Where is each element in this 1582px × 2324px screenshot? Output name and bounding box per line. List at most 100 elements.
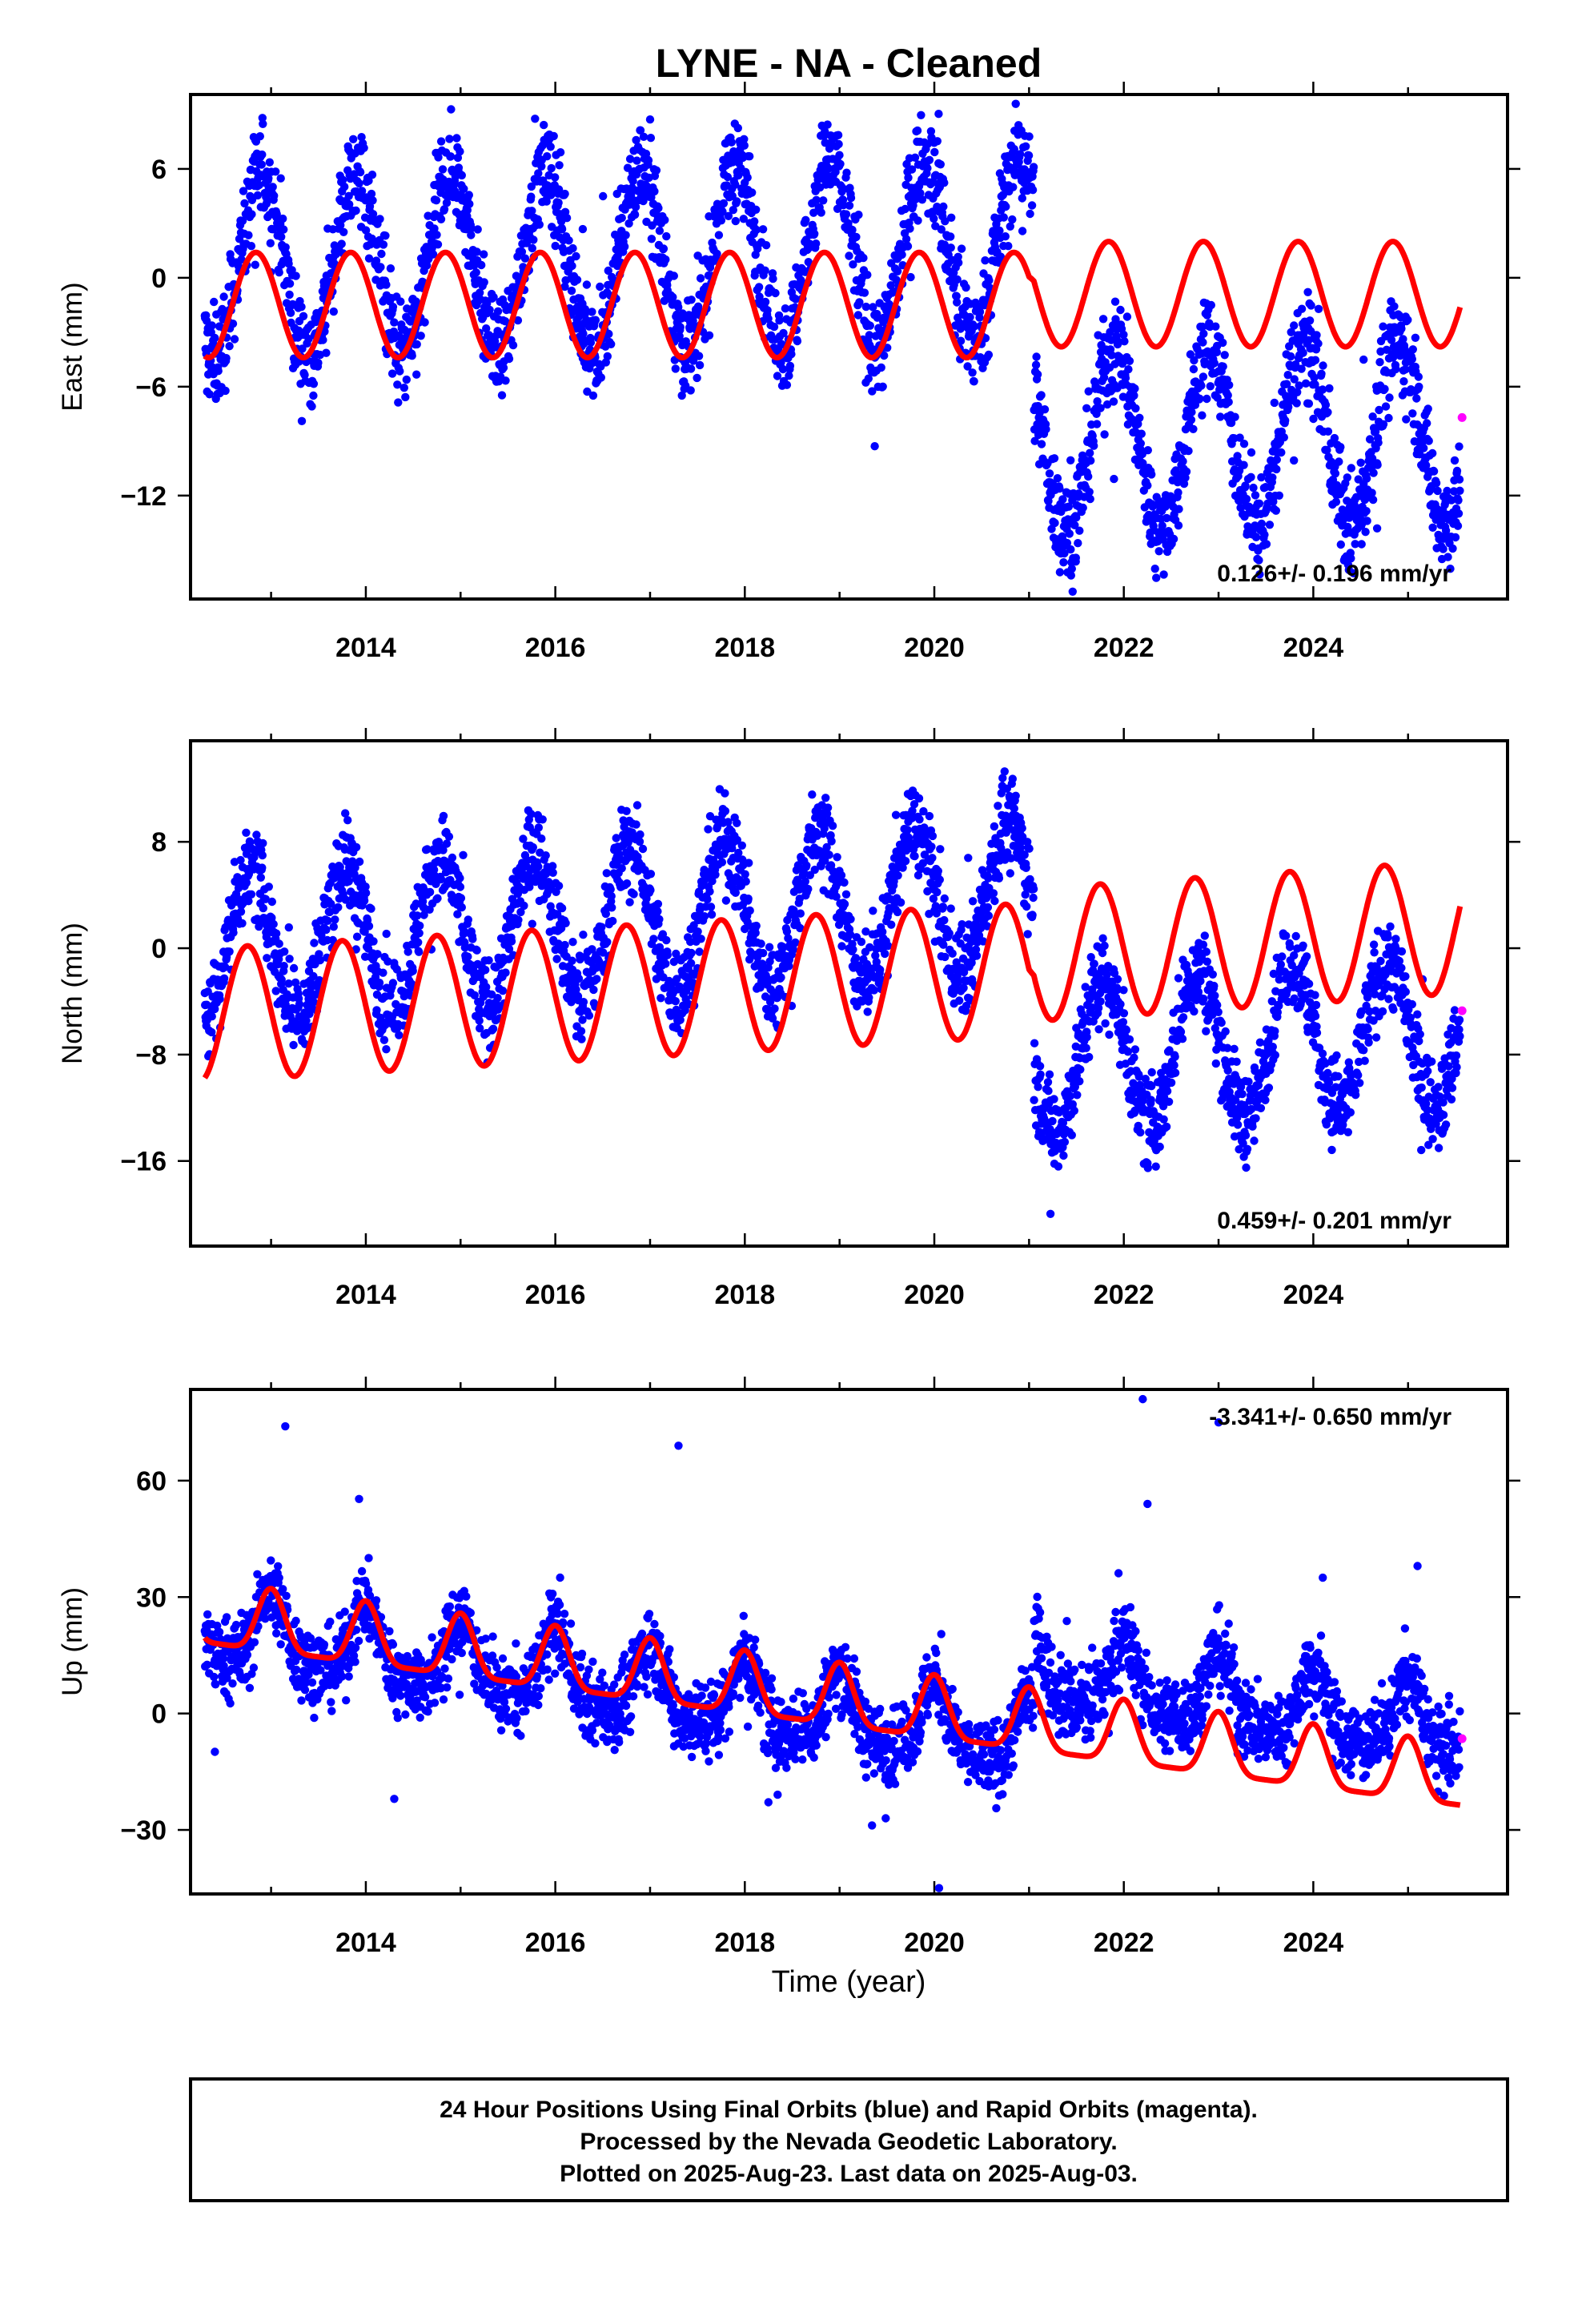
final-orbit-point — [520, 901, 528, 911]
final-orbit-point — [501, 376, 510, 385]
final-orbit-point — [959, 983, 968, 992]
final-orbit-point — [771, 288, 780, 298]
final-orbit-point — [1325, 384, 1334, 393]
final-orbit-point — [247, 890, 256, 899]
final-orbit-point — [763, 306, 772, 315]
final-orbit-point — [1375, 358, 1384, 367]
final-orbit-point — [917, 111, 926, 119]
final-orbit-point — [364, 176, 373, 185]
final-orbit-point — [1390, 302, 1399, 311]
final-orbit-point — [475, 1016, 484, 1025]
final-orbit-point — [745, 858, 753, 867]
final-orbit-point — [1186, 416, 1196, 424]
final-orbit-point — [311, 314, 319, 323]
final-orbit-point — [934, 866, 943, 876]
final-orbit-point — [1359, 355, 1368, 364]
final-orbit-point — [493, 307, 503, 316]
final-orbit-point — [1357, 540, 1366, 549]
final-orbit-point — [339, 227, 348, 236]
final-orbit-point — [740, 141, 749, 150]
final-orbit-point — [621, 231, 630, 239]
final-orbit-point — [1239, 460, 1248, 469]
final-orbit-point — [869, 986, 879, 995]
final-orbit-point — [361, 888, 371, 898]
final-orbit-point — [1023, 930, 1032, 939]
final-orbit-point — [355, 179, 363, 188]
final-orbit-point — [1206, 382, 1215, 391]
final-orbit-point — [355, 167, 365, 177]
final-orbit-point — [1086, 448, 1094, 457]
final-orbit-point — [625, 898, 634, 907]
final-orbit-point — [1025, 844, 1034, 853]
final-orbit-point — [1062, 538, 1072, 548]
final-orbit-point — [1018, 824, 1026, 833]
x-tick-label: 2024 — [1283, 1280, 1344, 1310]
final-orbit-point — [1411, 333, 1420, 342]
final-orbit-point — [480, 250, 488, 259]
final-orbit-point — [383, 957, 392, 966]
final-orbit-point — [497, 391, 507, 400]
final-orbit-point — [842, 168, 851, 177]
final-orbit-point — [901, 204, 909, 214]
final-orbit-point — [1070, 521, 1079, 529]
final-orbit-point — [258, 150, 267, 159]
final-orbit-point — [1030, 1096, 1038, 1104]
final-orbit-point — [359, 896, 369, 906]
final-orbit-point — [948, 949, 957, 958]
final-orbit-point — [253, 191, 263, 200]
x-tick-label: 2018 — [714, 633, 775, 663]
final-orbit-point — [1075, 526, 1084, 535]
final-orbit-point — [1016, 150, 1025, 159]
final-orbit-point — [1174, 521, 1183, 530]
final-orbit-point — [1066, 456, 1075, 464]
final-orbit-point — [1008, 215, 1017, 224]
final-orbit-point — [968, 368, 977, 377]
final-orbit-point — [258, 114, 267, 123]
final-orbit-point — [779, 328, 788, 338]
final-orbit-point — [1247, 472, 1255, 481]
final-orbit-point — [1034, 1083, 1042, 1092]
final-orbit-point — [818, 196, 828, 205]
final-orbit-point — [270, 191, 279, 200]
final-orbit-point — [607, 891, 616, 901]
final-orbit-point — [528, 919, 536, 928]
final-orbit-point — [639, 196, 648, 206]
final-orbit-point — [476, 288, 484, 297]
final-orbit-point — [1203, 394, 1211, 404]
final-orbit-point — [789, 945, 798, 954]
final-orbit-point — [237, 255, 246, 264]
final-orbit-point — [1381, 402, 1391, 411]
final-orbit-point — [591, 316, 600, 324]
final-orbit-point — [821, 139, 829, 147]
final-orbit-point — [632, 801, 642, 810]
final-orbit-point — [1287, 328, 1295, 336]
x-tick-label: 2022 — [1094, 1280, 1154, 1310]
x-tick-label: 2016 — [525, 633, 586, 663]
final-orbit-point — [839, 201, 848, 210]
final-orbit-point — [357, 133, 366, 142]
final-orbit-point — [622, 879, 632, 888]
final-orbit-point — [737, 841, 746, 850]
final-orbit-point — [661, 215, 669, 224]
final-orbit-point — [329, 923, 338, 931]
final-orbit-point — [1318, 385, 1327, 394]
final-orbit-point — [1018, 227, 1027, 235]
final-orbit-point — [1064, 502, 1074, 511]
final-orbit-point — [1031, 360, 1041, 369]
final-orbit-point — [1347, 554, 1355, 563]
final-orbit-point — [546, 143, 555, 151]
final-orbit-point — [646, 886, 655, 895]
final-orbit-point — [445, 135, 454, 143]
final-orbit-point — [1317, 369, 1326, 378]
final-orbit-point — [488, 1024, 498, 1033]
final-orbit-point — [639, 132, 648, 141]
final-orbit-point — [1414, 372, 1423, 381]
final-orbit-point — [1268, 473, 1277, 482]
final-orbit-point — [1363, 517, 1371, 525]
final-orbit-point — [425, 887, 435, 897]
final-orbit-point — [335, 862, 344, 871]
final-orbit-point — [1290, 456, 1299, 465]
final-orbit-point — [1419, 444, 1428, 452]
final-orbit-point — [344, 191, 353, 200]
